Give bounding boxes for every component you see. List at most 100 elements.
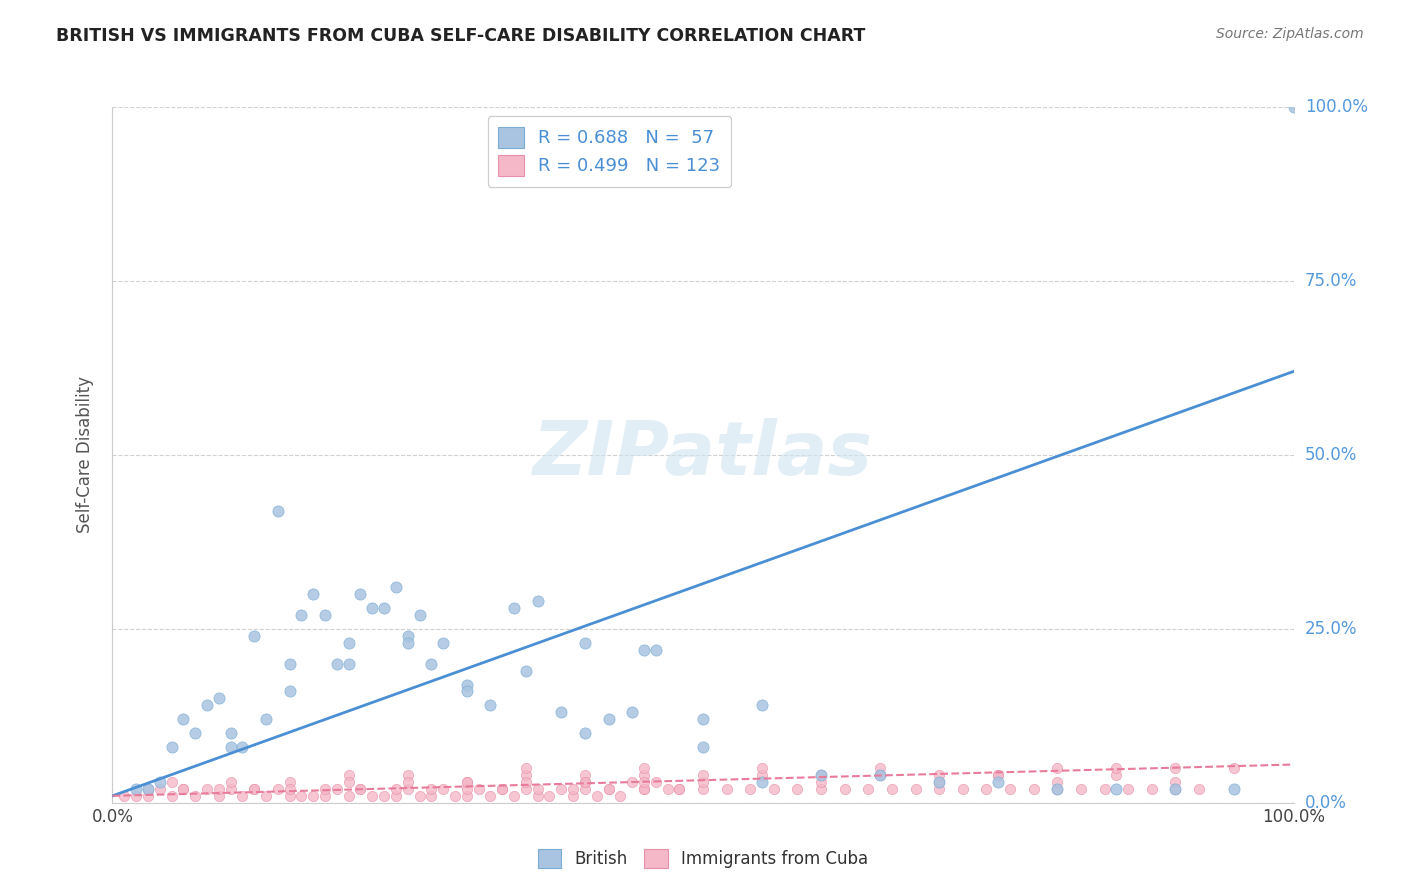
- Point: [420, 657, 443, 671]
- Point: [515, 775, 537, 789]
- Point: [337, 775, 360, 789]
- Point: [219, 775, 242, 789]
- Point: [751, 768, 773, 782]
- Point: [633, 642, 655, 657]
- Point: [751, 761, 773, 775]
- Point: [326, 781, 349, 796]
- Point: [408, 789, 430, 803]
- Point: [278, 684, 301, 698]
- Point: [456, 775, 478, 789]
- Point: [751, 698, 773, 713]
- Point: [491, 781, 513, 796]
- Text: Source: ZipAtlas.com: Source: ZipAtlas.com: [1216, 27, 1364, 41]
- Point: [503, 601, 526, 615]
- Point: [928, 781, 950, 796]
- Text: ZIPatlas: ZIPatlas: [533, 418, 873, 491]
- Point: [208, 781, 231, 796]
- Point: [314, 781, 336, 796]
- Point: [810, 781, 832, 796]
- Point: [408, 607, 430, 622]
- Point: [278, 775, 301, 789]
- Point: [456, 789, 478, 803]
- Point: [1116, 781, 1139, 796]
- Point: [644, 775, 666, 789]
- Point: [515, 781, 537, 796]
- Point: [396, 629, 419, 643]
- Point: [987, 768, 1010, 782]
- Point: [278, 781, 301, 796]
- Point: [184, 726, 207, 740]
- Point: [337, 657, 360, 671]
- Point: [149, 775, 172, 789]
- Point: [1105, 761, 1128, 775]
- Point: [621, 775, 644, 789]
- Point: [219, 781, 242, 796]
- Point: [479, 789, 502, 803]
- Point: [1046, 761, 1069, 775]
- Point: [337, 789, 360, 803]
- Legend: British, Immigrants from Cuba: British, Immigrants from Cuba: [531, 842, 875, 875]
- Point: [1188, 781, 1211, 796]
- Point: [598, 781, 620, 796]
- Point: [208, 691, 231, 706]
- Point: [987, 768, 1010, 782]
- Point: [562, 789, 585, 803]
- Point: [243, 781, 266, 796]
- Point: [526, 781, 548, 796]
- Point: [810, 768, 832, 782]
- Point: [396, 775, 419, 789]
- Point: [904, 781, 927, 796]
- Point: [998, 781, 1021, 796]
- Point: [290, 607, 312, 622]
- Point: [456, 677, 478, 691]
- Point: [538, 789, 561, 803]
- Point: [1094, 781, 1116, 796]
- Point: [574, 775, 596, 789]
- Point: [160, 740, 183, 755]
- Point: [432, 781, 454, 796]
- Text: 0.0%: 0.0%: [1305, 794, 1347, 812]
- Point: [574, 636, 596, 650]
- Text: BRITISH VS IMMIGRANTS FROM CUBA SELF-CARE DISABILITY CORRELATION CHART: BRITISH VS IMMIGRANTS FROM CUBA SELF-CAR…: [56, 27, 866, 45]
- Point: [125, 781, 148, 796]
- Point: [337, 636, 360, 650]
- Point: [254, 789, 277, 803]
- Point: [751, 775, 773, 789]
- Point: [231, 740, 253, 755]
- Point: [314, 789, 336, 803]
- Point: [762, 781, 785, 796]
- Point: [361, 601, 384, 615]
- Point: [184, 789, 207, 803]
- Point: [609, 789, 631, 803]
- Point: [432, 636, 454, 650]
- Point: [644, 642, 666, 657]
- Point: [231, 789, 253, 803]
- Point: [208, 789, 231, 803]
- Point: [526, 789, 548, 803]
- Point: [1223, 781, 1246, 796]
- Point: [1140, 781, 1163, 796]
- Point: [1105, 768, 1128, 782]
- Point: [633, 775, 655, 789]
- Point: [1070, 781, 1092, 796]
- Point: [254, 712, 277, 726]
- Point: [928, 775, 950, 789]
- Point: [550, 706, 572, 720]
- Point: [574, 781, 596, 796]
- Point: [987, 775, 1010, 789]
- Point: [195, 781, 218, 796]
- Point: [337, 768, 360, 782]
- Point: [456, 684, 478, 698]
- Point: [349, 781, 371, 796]
- Point: [668, 781, 690, 796]
- Text: 75.0%: 75.0%: [1305, 272, 1357, 290]
- Point: [574, 726, 596, 740]
- Point: [1046, 781, 1069, 796]
- Point: [692, 740, 714, 755]
- Point: [1164, 781, 1187, 796]
- Point: [267, 503, 290, 517]
- Point: [880, 781, 903, 796]
- Point: [869, 761, 891, 775]
- Text: 100.0%: 100.0%: [1305, 98, 1368, 116]
- Point: [716, 781, 738, 796]
